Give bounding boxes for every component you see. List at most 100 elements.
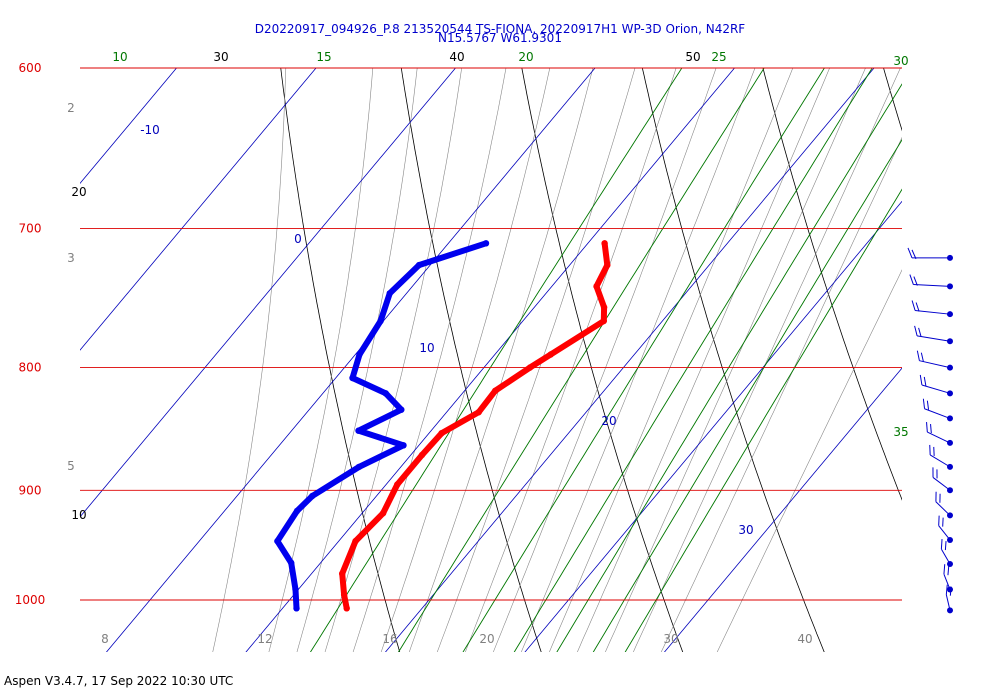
wind-barb-station-dot — [947, 415, 953, 422]
temperature-profile-point — [379, 510, 387, 517]
bottom-axis-label: 30 — [663, 632, 678, 646]
moist-adiabat-line — [436, 68, 636, 652]
wind-barb-flag — [923, 376, 927, 387]
mixing-ratio-line — [592, 139, 902, 652]
temperature-profile-point — [547, 351, 554, 358]
dewpoint-profile-point — [293, 605, 300, 612]
isotherm-line — [80, 68, 317, 351]
moist-adiabat-line — [633, 68, 901, 652]
temperature-profile-point — [339, 570, 346, 577]
mixing-ratio-line — [397, 68, 765, 652]
mixing-ratio-label: 10 — [112, 50, 127, 64]
dry-adiabat-label: 30 — [213, 50, 228, 64]
chart-title: D20220917_094926_P.8 213520544 TS-FIONA,… — [254, 22, 746, 36]
chart-subtitle-location: N15.5767 W61.9301 — [438, 31, 562, 45]
wind-barb-flag — [926, 400, 930, 410]
wind-barb-flag — [913, 276, 918, 286]
isotherm-line — [384, 68, 875, 652]
wind-barb-flag — [943, 564, 946, 575]
wind-barb-staff — [935, 501, 951, 516]
wind-barb-flag — [930, 424, 932, 434]
wind-barb-flag — [944, 541, 947, 551]
moist-adiabat-label: 3 — [67, 251, 75, 265]
temperature-profile-point — [352, 537, 359, 545]
bottom-axis-label: 12 — [257, 632, 272, 646]
wind-barb-flag — [911, 249, 917, 260]
wind-barb-staff — [938, 525, 951, 541]
bottom-axis-label: 8 — [101, 632, 109, 646]
dewpoint-profile-point — [355, 463, 363, 471]
wind-barb-flag — [949, 586, 952, 596]
wind-barb-staff — [913, 284, 951, 287]
moist-adiabat-line — [660, 136, 902, 652]
dry-adiabat-label: 40 — [449, 50, 464, 64]
isotherm-label: 20 — [601, 414, 616, 428]
isotherm-line — [105, 68, 596, 652]
wind-barb-flag — [907, 247, 913, 259]
moist-adiabat-line — [716, 269, 902, 652]
wind-barb-staff — [921, 384, 951, 394]
mixing-ratio-line — [513, 68, 873, 652]
temperature-profile-point — [343, 605, 350, 612]
moist-adiabat-line — [380, 68, 551, 652]
wind-barb-flag — [909, 274, 914, 285]
wind-barb-flag — [945, 584, 948, 595]
bottom-axis-label: 40 — [797, 632, 812, 646]
dry-adiabat-line — [280, 68, 401, 652]
temperature-profile-point — [492, 387, 499, 394]
dewpoint-profile-point — [274, 537, 281, 545]
dewpoint-profile-point — [309, 492, 316, 500]
wind-barb-flag — [947, 566, 950, 576]
isotherm-line — [663, 367, 902, 652]
pressure-tick-label: 800 — [19, 361, 42, 375]
mixing-ratio-line — [624, 188, 902, 652]
pressure-tick-label: 700 — [19, 222, 42, 236]
wind-barb-station-dot — [947, 254, 953, 261]
wind-barb-station-dot — [947, 311, 953, 318]
mixing-ratio-label: 35 — [893, 425, 908, 439]
mixing-ratio-line — [462, 68, 825, 652]
temperature-profile-point — [438, 430, 445, 437]
dewpoint-profile-point — [356, 351, 363, 358]
mixing-ratio-label: 25 — [711, 50, 726, 64]
temperature-profile-point — [418, 451, 426, 459]
isotherm-label: 10 — [419, 341, 434, 355]
dry-adiabat-line — [762, 68, 902, 501]
wind-barb-flag — [926, 422, 928, 433]
dewpoint-profile-point — [349, 374, 356, 382]
dry-adiabat-line — [641, 68, 825, 652]
moist-adiabat-line — [296, 68, 418, 652]
moist-adiabat-line — [268, 68, 374, 652]
isotherm-line — [80, 68, 457, 518]
wind-barb-station-dot — [947, 338, 953, 345]
moist-adiabat-line — [605, 68, 866, 652]
wind-barb-staff — [919, 360, 951, 369]
wind-barb-flag — [918, 327, 922, 338]
pressure-tick-label: 900 — [19, 483, 42, 497]
temperature-profile-point — [600, 304, 608, 311]
moist-adiabat-line — [492, 68, 717, 652]
wind-barb-staff — [924, 408, 951, 419]
wind-barb-flag — [919, 374, 923, 386]
wind-barb-station-dot — [947, 607, 953, 614]
moist-adiabat-label: 2 — [67, 101, 75, 115]
wind-barb-station-dot — [947, 487, 953, 494]
wind-barb-flag — [922, 398, 926, 409]
wind-barb-flag — [920, 352, 924, 362]
dewpoint-profile-point — [400, 442, 407, 449]
wind-barb-station-dot — [947, 512, 953, 519]
temperature-profile-point — [593, 283, 600, 290]
bottom-axis-label: 16 — [382, 632, 397, 646]
wind-barb-flag — [916, 350, 920, 361]
dry-adiabat-line — [883, 68, 902, 132]
dewpoint-profile-point — [355, 427, 362, 434]
dry-adiabat-label: 10 — [71, 508, 86, 522]
isotherm-label: 0 — [294, 232, 302, 246]
dry-adiabat-label: 50 — [685, 50, 700, 64]
dewpoint-profile-point — [386, 290, 393, 297]
wind-barb-staff — [915, 310, 951, 315]
wind-barb-flag — [914, 325, 918, 337]
wind-barb-flag — [911, 300, 916, 311]
mixing-ratio-line — [556, 83, 902, 652]
